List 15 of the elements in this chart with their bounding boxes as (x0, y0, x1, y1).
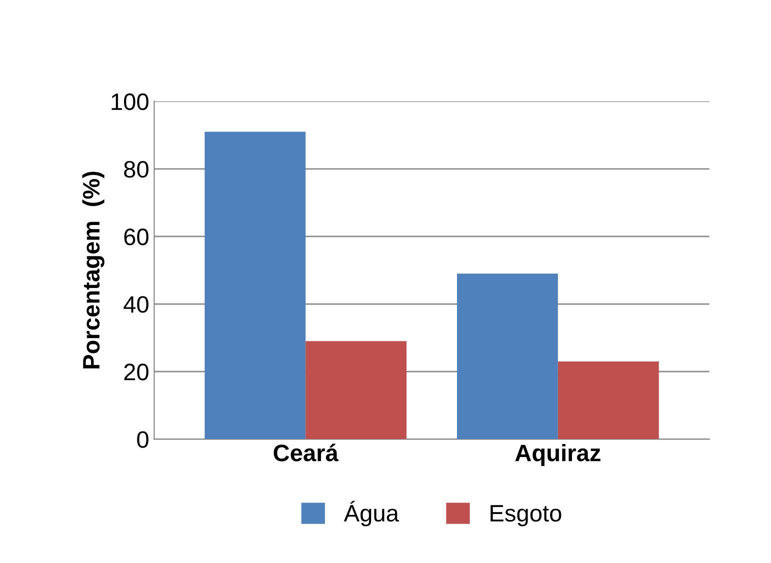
legend-label: Água (344, 500, 399, 526)
x-tick-label: Ceará (274, 444, 338, 462)
x-tick-label: Aquiraz (515, 444, 600, 466)
bar (204, 132, 306, 440)
bar (306, 341, 407, 440)
bar (456, 274, 558, 440)
y-tick-label: 80 (124, 160, 148, 178)
y-axis-title: Porcentagem (%) (82, 172, 104, 368)
y-tick-label: 40 (124, 296, 148, 313)
bar (558, 361, 659, 440)
y-tick-label: 100 (112, 93, 148, 110)
y-tick-label: 0 (137, 431, 148, 448)
y-tick-label: 20 (124, 364, 148, 380)
legend-label: Esgoto (490, 505, 562, 526)
y-tick-label: 60 (124, 228, 148, 246)
